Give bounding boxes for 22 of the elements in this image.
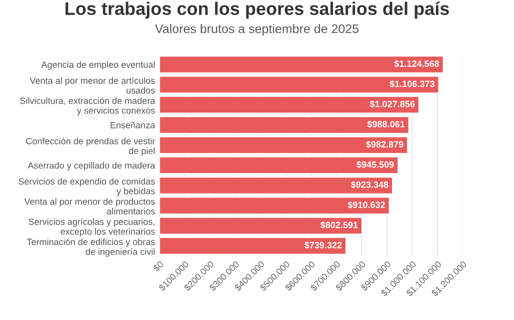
y-tick-label: Enseñanza [110,122,156,128]
chart-subtitle: Valores brutos a septiembre de 2025 [155,24,359,36]
y-tick-label: Servicios agrícolas y pecuarios, excepto los veterinarios [28,218,155,236]
data-label: $945.509 [356,160,394,168]
y-tick-label: Confección de prendas de vestir de piel [26,138,156,156]
y-tick-label: Agencia de empleo eventual [41,61,155,70]
y-tick-label: Terminación de edificios y obras de ingeniería civil [26,238,155,257]
data-label: $982.879 [366,140,404,148]
data-label: $988.061 [367,120,405,128]
y-tick-label: Venta al por menor de productos alimentarios [24,198,155,214]
data-label: $1.106.373 [390,80,434,88]
y-tick-label: Silvicultura, extracción de madera y servicios conexos [20,97,156,116]
data-label: $1.124.568 [394,60,440,68]
y-tick-label: Aserrado y cepillado de madera [28,162,156,170]
y-tick-label: Venta al por menor de artículos usados [30,77,155,94]
data-label: $739.322 [304,242,342,249]
y-tick-label: Servicios de expendio de comidas y bebidas [18,178,155,196]
data-label: $910.632 [348,201,385,209]
data-label: $1.027.856 [370,100,415,108]
data-label: $802.591 [320,221,358,229]
chart-title: Los trabajos con los peores salarios del país [66,2,449,19]
data-label: $923.348 [350,181,388,188]
